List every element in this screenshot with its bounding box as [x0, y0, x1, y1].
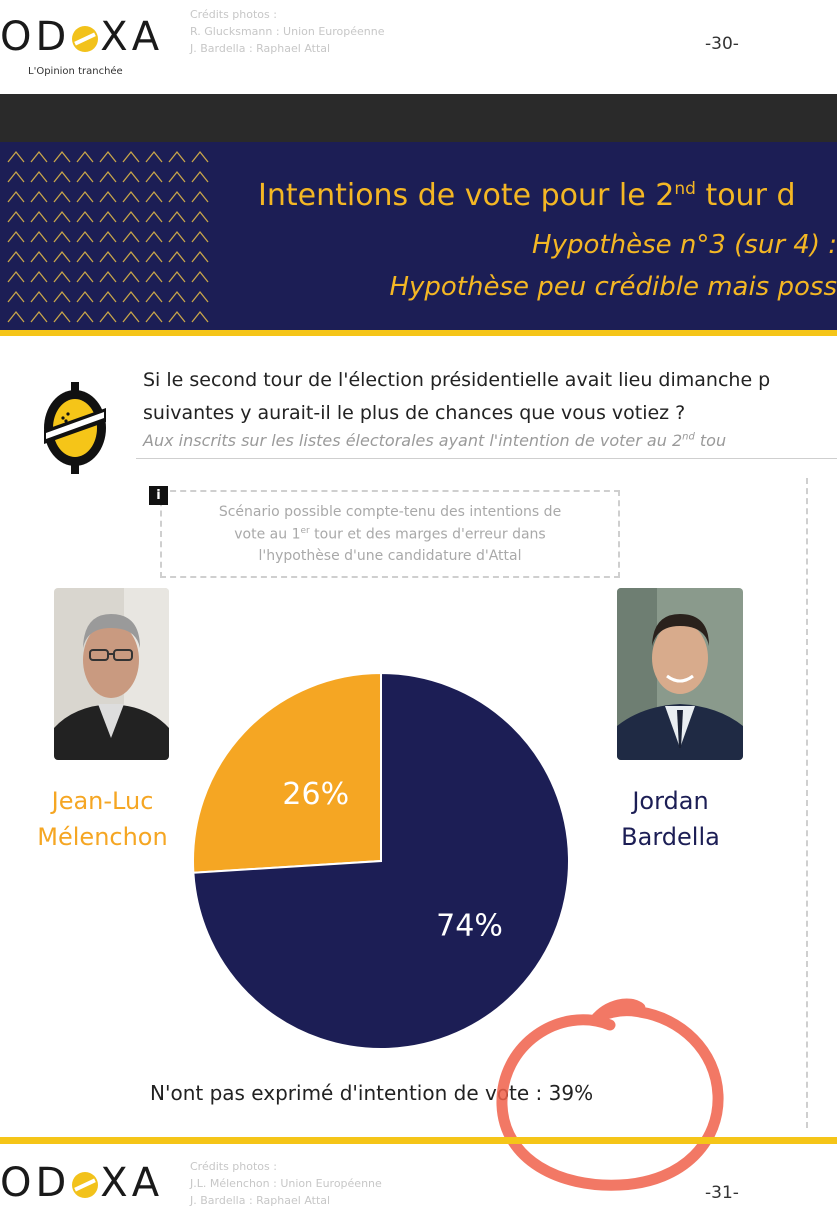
- footer-logo-text-right: XA: [100, 1160, 164, 1206]
- scenario-box: Scénario possible compte-tenu des intent…: [160, 490, 620, 578]
- candidate-right-name: Jordan Bardella: [621, 787, 720, 851]
- banner-gold-line: [0, 330, 837, 336]
- footer-logo-text-left: OD: [0, 1160, 71, 1206]
- non-expressed-note: N'ont pas exprimé d'intention de vote : …: [150, 1081, 594, 1105]
- column-divider: [806, 478, 808, 1128]
- melenchon-photo: [54, 588, 169, 760]
- photo-credits: Crédits photos : R. Glucksmann : Union E…: [190, 8, 385, 55]
- pie-chart: 26% 74%: [192, 671, 570, 1050]
- page-number: -30-: [705, 34, 739, 54]
- pie-label-0: 26%: [282, 777, 349, 812]
- subtitle-credibility: Hypothèse peu crédible mais poss: [389, 272, 837, 302]
- footer-logo-o-icon: [72, 1172, 99, 1198]
- footer-page-number: -31-: [705, 1183, 739, 1203]
- question-separator: [136, 458, 837, 459]
- chevron-pattern-icon: [7, 150, 209, 323]
- logo-tagline: L'Opinion tranchée: [28, 66, 123, 77]
- question-text: Si le second tour de l'élection présiden…: [143, 369, 771, 424]
- title-banner: [0, 142, 837, 330]
- subtitle-hypothesis: Hypothèse n°3 (sur 4) :: [532, 230, 837, 260]
- red-annotation-circle: [496, 998, 724, 1191]
- info-icon: i: [149, 486, 168, 505]
- melenchon-portrait-icon: [54, 588, 169, 760]
- page-title: Intentions de vote pour le 2nd tour d: [258, 178, 796, 213]
- footer-logo: OD XA: [0, 1160, 163, 1206]
- pie-label-1: 74%: [436, 908, 503, 943]
- logo-o-icon: [72, 26, 99, 52]
- footer-photo-credits: Crédits photos : J.L. Mélenchon : Union …: [190, 1160, 382, 1207]
- pie-slice-1: [192, 671, 570, 1050]
- bardella-portrait-icon: [617, 588, 743, 760]
- logo-text-left: OD: [0, 14, 71, 60]
- bardella-photo: [617, 588, 743, 760]
- footer-gold-line: [0, 1137, 837, 1144]
- odoxa-emblem-icon: [44, 382, 106, 474]
- pie-slice-0: [192, 671, 382, 874]
- top-logo: OD XA: [0, 14, 163, 60]
- logo-text-right: XA: [100, 14, 164, 60]
- candidate-left-name: Jean-Luc Mélenchon: [37, 787, 168, 851]
- dark-band: [0, 94, 837, 142]
- base-note: Aux inscrits sur les listes électorales …: [143, 431, 727, 450]
